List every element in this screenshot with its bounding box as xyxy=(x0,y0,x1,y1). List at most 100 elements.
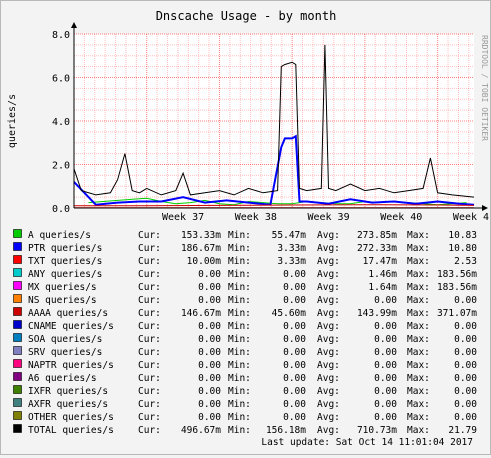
legend-swatch xyxy=(13,346,22,355)
legend-max-value: 183.56m xyxy=(437,282,477,293)
legend-max-label: Max: xyxy=(407,347,430,358)
legend-avg-value: 143.99m xyxy=(357,308,397,319)
x-tick-label: Week 39 xyxy=(307,212,349,223)
legend-series-name: IXFR queries/s xyxy=(28,386,108,397)
legend-avg-label: Avg: xyxy=(317,399,340,410)
legend-min-label: Min: xyxy=(228,256,251,267)
legend-series-name: TXT queries/s xyxy=(28,256,102,267)
series-line-1 xyxy=(73,134,475,206)
legend-cur-label: Cur: xyxy=(138,412,161,423)
legend-avg-value: 0.00 xyxy=(374,295,397,306)
legend-cur-value: 186.67m xyxy=(181,243,221,254)
legend-min-label: Min: xyxy=(228,412,251,423)
legend-cur-value: 153.33m xyxy=(181,230,221,241)
legend-min-label: Min: xyxy=(228,308,251,319)
legend-cur-label: Cur: xyxy=(138,373,161,384)
legend-max-value: 0.00 xyxy=(454,347,477,358)
legend-cur-label: Cur: xyxy=(138,282,161,293)
legend-max-label: Max: xyxy=(407,295,430,306)
legend: A queries/s Cur: 153.33m Min: 55.47m Avg: 273.… xyxy=(13,229,477,436)
legend-avg-value: 0.00 xyxy=(374,412,397,423)
legend-series-name: A6 queries/s xyxy=(28,373,97,384)
legend-avg-value: 710.73m xyxy=(357,425,397,436)
legend-swatch xyxy=(13,333,22,342)
legend-max-label: Max: xyxy=(407,282,430,293)
legend-avg-value: 0.00 xyxy=(374,386,397,397)
legend-min-value: 0.00 xyxy=(283,334,306,345)
legend-avg-label: Avg: xyxy=(317,282,340,293)
legend-cur-label: Cur: xyxy=(138,321,161,332)
legend-min-label: Min: xyxy=(228,347,251,358)
legend-cur-label: Cur: xyxy=(138,230,161,241)
chart-title: Dnscache Usage - by month xyxy=(156,9,337,23)
legend-cur-label: Cur: xyxy=(138,256,161,267)
x-tick-label: Week 41 xyxy=(453,212,490,223)
legend-min-label: Min: xyxy=(228,373,251,384)
legend-swatch xyxy=(13,294,22,303)
legend-swatch xyxy=(13,385,22,394)
legend-avg-value: 0.00 xyxy=(374,373,397,384)
legend-avg-label: Avg: xyxy=(317,386,340,397)
legend-avg-value: 1.46m xyxy=(368,269,397,280)
x-tick-label: Week 40 xyxy=(380,212,422,223)
legend-series-name: MX queries/s xyxy=(28,282,97,293)
legend-min-value: 55.47m xyxy=(272,230,307,241)
legend-max-value: 2.53 xyxy=(454,256,477,267)
series-line-15 xyxy=(73,44,475,198)
legend-min-value: 0.00 xyxy=(283,373,306,384)
y-axis-arrow xyxy=(71,22,77,28)
legend-cur-value: 10.00m xyxy=(187,256,222,267)
legend-swatch xyxy=(13,281,22,290)
legend-max-label: Max: xyxy=(407,425,430,436)
legend-avg-value: 0.00 xyxy=(374,321,397,332)
legend-avg-label: Avg: xyxy=(317,425,340,436)
legend-avg-value: 0.00 xyxy=(374,399,397,410)
legend-min-label: Min: xyxy=(228,282,251,293)
x-tick-label: Week 38 xyxy=(235,212,277,223)
legend-min-label: Min: xyxy=(228,269,251,280)
legend-min-value: 0.00 xyxy=(283,412,306,423)
y-axis-label: queries/s xyxy=(7,94,18,148)
legend-min-value: 3.33m xyxy=(277,256,306,267)
legend-swatch xyxy=(13,372,22,381)
legend-cur-label: Cur: xyxy=(138,399,161,410)
legend-max-value: 10.80 xyxy=(448,243,477,254)
y-tick-label: 6.0 xyxy=(52,74,70,85)
legend-max-value: 0.00 xyxy=(454,399,477,410)
legend-max-label: Max: xyxy=(407,386,430,397)
legend-series-name: OTHER queries/s xyxy=(28,412,114,423)
legend-avg-label: Avg: xyxy=(317,412,340,423)
legend-cur-value: 0.00 xyxy=(198,295,221,306)
legend-avg-label: Avg: xyxy=(317,295,340,306)
legend-swatch xyxy=(13,242,22,251)
legend-cur-label: Cur: xyxy=(138,360,161,371)
legend-series-name: AAAA queries/s xyxy=(28,308,108,319)
y-tick-label: 0.0 xyxy=(52,204,70,215)
legend-swatch xyxy=(13,359,22,368)
legend-min-value: 0.00 xyxy=(283,399,306,410)
legend-max-label: Max: xyxy=(407,256,430,267)
legend-max-value: 371.07m xyxy=(437,308,477,319)
x-axis-arrow xyxy=(482,205,488,211)
legend-cur-label: Cur: xyxy=(138,295,161,306)
legend-min-value: 45.60m xyxy=(272,308,307,319)
legend-min-value: 0.00 xyxy=(283,295,306,306)
legend-min-label: Min: xyxy=(228,399,251,410)
legend-avg-value: 0.00 xyxy=(374,347,397,358)
legend-cur-label: Cur: xyxy=(138,425,161,436)
legend-cur-value: 146.67m xyxy=(181,308,221,319)
legend-min-value: 156.18m xyxy=(266,425,306,436)
legend-avg-value: 17.47m xyxy=(363,256,398,267)
legend-max-label: Max: xyxy=(407,373,430,384)
legend-max-label: Max: xyxy=(407,412,430,423)
grid xyxy=(73,33,474,209)
legend-max-value: 0.00 xyxy=(454,386,477,397)
legend-cur-value: 0.00 xyxy=(198,321,221,332)
legend-avg-label: Avg: xyxy=(317,269,340,280)
legend-min-label: Min: xyxy=(228,425,251,436)
legend-swatch xyxy=(13,268,22,277)
legend-max-value: 183.56m xyxy=(437,269,477,280)
legend-min-label: Min: xyxy=(228,321,251,332)
